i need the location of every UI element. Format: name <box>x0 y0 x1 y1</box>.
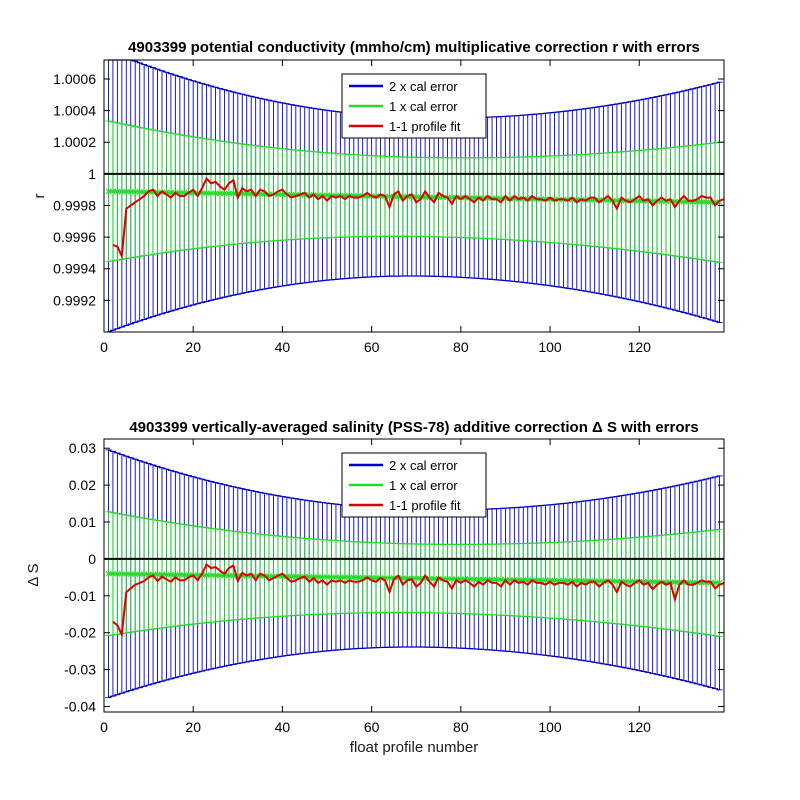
y-tick-label: 0.9996 <box>53 229 96 245</box>
error-bars-1x <box>105 120 723 263</box>
x-tick-label: 0 <box>100 719 108 735</box>
x-tick-label: 80 <box>453 719 469 735</box>
x-tick-label: 120 <box>628 719 652 735</box>
y-tick-label: 1.0006 <box>53 71 96 87</box>
legend-label-2x: 2 x cal error <box>389 458 458 473</box>
y-tick-label: 0.02 <box>69 477 96 493</box>
plot-frame <box>103 438 725 713</box>
x-axis-label: float profile number <box>350 739 478 756</box>
x-tick-label: 60 <box>364 719 380 735</box>
y-tick-label: -0.04 <box>64 698 96 714</box>
profile-fit-line <box>112 176 725 260</box>
legend: 2 x cal error 1 x cal error 1-1 profile … <box>341 452 487 518</box>
y-tick-label: -0.02 <box>64 625 96 641</box>
y-tick-label: 1.0002 <box>53 134 96 150</box>
x-tick-label: 0 <box>100 339 108 355</box>
y-tick-label: -0.01 <box>64 588 96 604</box>
legend-label-1x: 1 x cal error <box>389 478 458 493</box>
axis-ticks <box>103 439 724 712</box>
error-envelope-2x-lower <box>108 275 720 333</box>
salinity-correction-chart: 4903399 vertically-averaged salinity (PS… <box>25 419 725 756</box>
x-tick-label: 20 <box>185 719 201 735</box>
error-envelope-1x-lower <box>108 235 720 263</box>
center-line <box>108 572 720 584</box>
chart-title: 4903399 potential conductivity (mmho/cm)… <box>128 39 700 56</box>
y-tick-label: 1.0004 <box>53 103 96 119</box>
y-tick-label: 0 <box>88 551 96 567</box>
y-tick-label: 0.9998 <box>53 197 96 213</box>
profile-fit-line <box>112 562 725 639</box>
legend-label-fit: 1-1 profile fit <box>389 119 461 134</box>
x-tick-label: 60 <box>364 339 380 355</box>
legend: 2 x cal error 1 x cal error 1-1 profile … <box>341 73 487 139</box>
y-tick-labels: 0.9992 0.9994 0.9996 0.9998 1 1.0002 1.0004 1.0… <box>53 71 96 308</box>
center-marker <box>716 580 723 586</box>
error-envelope-1x-upper <box>108 511 720 545</box>
x-tick-label: 80 <box>453 339 469 355</box>
y-tick-label: -0.03 <box>64 662 96 678</box>
x-tick-label: 20 <box>185 339 201 355</box>
x-tick-label: 100 <box>538 339 562 355</box>
center-line-band <box>105 570 723 586</box>
y-axis-label: r <box>31 194 48 199</box>
y-tick-label: 1 <box>88 166 96 182</box>
x-tick-label: 40 <box>275 339 291 355</box>
legend-label-fit: 1-1 profile fit <box>389 498 461 513</box>
error-envelope-1x-lower <box>108 612 720 637</box>
legend-label-2x: 2 x cal error <box>389 79 458 94</box>
y-tick-label: 0.01 <box>69 514 96 530</box>
error-envelope-1x-upper <box>108 120 720 159</box>
y-tick-label: 0.03 <box>69 440 96 456</box>
y-tick-label: 0.9992 <box>53 292 96 308</box>
x-tick-label: 120 <box>628 339 652 355</box>
x-tick-label: 100 <box>538 719 562 735</box>
x-tick-labels: 0 20 40 60 80 100 120 <box>100 719 651 735</box>
error-envelope-2x-lower <box>108 646 720 699</box>
y-axis-label: Δ S <box>25 563 42 586</box>
x-tick-labels: 0 20 40 60 80 100 120 <box>100 339 651 355</box>
legend-label-1x: 1 x cal error <box>389 99 458 114</box>
y-tick-label: 0.9994 <box>53 261 96 277</box>
conductivity-correction-chart: 4903399 potential conductivity (mmho/cm)… <box>31 39 725 355</box>
center-marker <box>105 570 112 577</box>
center-marker <box>105 188 112 195</box>
plot-frame <box>103 59 725 333</box>
x-tick-label: 40 <box>275 719 291 735</box>
y-tick-labels: -0.04 -0.03 -0.02 -0.01 0 0.01 0.02 0.03 <box>64 440 96 714</box>
chart-title: 4903399 vertically-averaged salinity (PS… <box>129 419 698 436</box>
